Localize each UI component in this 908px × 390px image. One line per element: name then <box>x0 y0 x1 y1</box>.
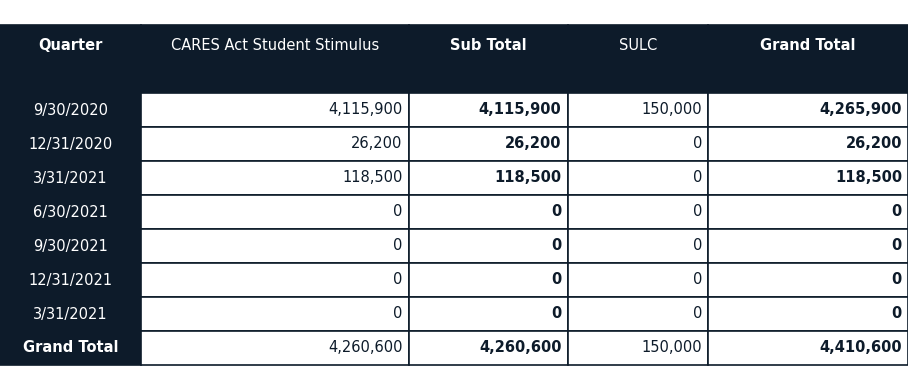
Text: 0: 0 <box>892 204 902 220</box>
Text: 150,000: 150,000 <box>642 103 702 117</box>
Bar <box>0 161 141 195</box>
Bar <box>568 229 708 263</box>
Text: 0: 0 <box>693 307 702 321</box>
Text: Sub Total: Sub Total <box>449 37 527 53</box>
Text: 4,260,600: 4,260,600 <box>479 340 561 356</box>
Text: 4,115,900: 4,115,900 <box>479 103 561 117</box>
Text: 26,200: 26,200 <box>505 136 561 151</box>
Text: 0: 0 <box>393 307 402 321</box>
Text: SULC: SULC <box>618 37 657 53</box>
Text: 12/31/2020: 12/31/2020 <box>28 136 113 151</box>
Bar <box>409 229 568 263</box>
Bar <box>568 127 708 161</box>
Text: 0: 0 <box>393 239 402 254</box>
Bar <box>409 93 568 127</box>
Bar <box>141 297 409 331</box>
Bar <box>568 297 708 331</box>
Bar <box>568 331 708 365</box>
Text: 26,200: 26,200 <box>351 136 402 151</box>
Bar <box>0 93 141 127</box>
Text: 26,200: 26,200 <box>845 136 902 151</box>
Text: 0: 0 <box>892 239 902 254</box>
Bar <box>708 229 908 263</box>
Text: 0: 0 <box>393 273 402 287</box>
Bar <box>708 127 908 161</box>
Text: Quarter: Quarter <box>38 37 103 53</box>
Bar <box>0 263 141 297</box>
Text: 4,115,900: 4,115,900 <box>329 103 402 117</box>
Bar <box>409 65 568 93</box>
Bar <box>0 195 141 229</box>
Bar <box>0 25 141 65</box>
Text: 150,000: 150,000 <box>642 340 702 356</box>
Text: 0: 0 <box>551 307 561 321</box>
Bar <box>409 331 568 365</box>
Bar <box>409 161 568 195</box>
Text: 0: 0 <box>892 307 902 321</box>
Bar <box>0 65 141 93</box>
Text: 0: 0 <box>693 204 702 220</box>
Bar <box>141 93 409 127</box>
Bar <box>568 65 708 93</box>
Bar <box>708 161 908 195</box>
Bar <box>708 297 908 331</box>
Bar <box>708 65 908 93</box>
Bar <box>141 331 409 365</box>
Text: 0: 0 <box>551 204 561 220</box>
Text: 4,265,900: 4,265,900 <box>820 103 902 117</box>
Text: 9/30/2021: 9/30/2021 <box>33 239 108 254</box>
Bar <box>409 297 568 331</box>
Text: 3/31/2021: 3/31/2021 <box>33 170 108 186</box>
Text: 12/31/2021: 12/31/2021 <box>28 273 113 287</box>
Bar <box>409 263 568 297</box>
Bar <box>141 25 409 65</box>
Bar <box>708 331 908 365</box>
Bar <box>568 263 708 297</box>
Bar <box>0 229 141 263</box>
Text: 118,500: 118,500 <box>494 170 561 186</box>
Bar <box>409 25 568 65</box>
Text: 0: 0 <box>551 239 561 254</box>
Text: 4,260,600: 4,260,600 <box>328 340 402 356</box>
Text: 0: 0 <box>693 170 702 186</box>
Bar <box>568 195 708 229</box>
Text: 3/31/2021: 3/31/2021 <box>33 307 108 321</box>
Bar <box>141 161 409 195</box>
Bar <box>0 331 141 365</box>
Text: 9/30/2020: 9/30/2020 <box>33 103 108 117</box>
Bar <box>708 195 908 229</box>
Text: 0: 0 <box>393 204 402 220</box>
Bar <box>708 93 908 127</box>
Bar <box>0 297 141 331</box>
Bar <box>708 25 908 65</box>
Text: 0: 0 <box>693 136 702 151</box>
Bar <box>141 229 409 263</box>
Bar <box>568 93 708 127</box>
Text: 0: 0 <box>693 239 702 254</box>
Text: 0: 0 <box>693 273 702 287</box>
Bar <box>141 127 409 161</box>
Bar <box>409 195 568 229</box>
Text: Grand Total: Grand Total <box>760 37 856 53</box>
Text: 118,500: 118,500 <box>342 170 402 186</box>
Bar <box>141 263 409 297</box>
Text: 0: 0 <box>892 273 902 287</box>
Bar <box>708 263 908 297</box>
Bar <box>568 25 708 65</box>
Text: 6/30/2021: 6/30/2021 <box>33 204 108 220</box>
Bar <box>141 195 409 229</box>
Bar <box>0 127 141 161</box>
Bar <box>409 127 568 161</box>
Bar <box>141 65 409 93</box>
Bar <box>568 161 708 195</box>
Text: CARES Act Student Stimulus: CARES Act Student Stimulus <box>171 37 379 53</box>
Text: 0: 0 <box>551 273 561 287</box>
Text: 118,500: 118,500 <box>834 170 902 186</box>
Text: Grand Total: Grand Total <box>23 340 118 356</box>
Text: 4,410,600: 4,410,600 <box>819 340 902 356</box>
